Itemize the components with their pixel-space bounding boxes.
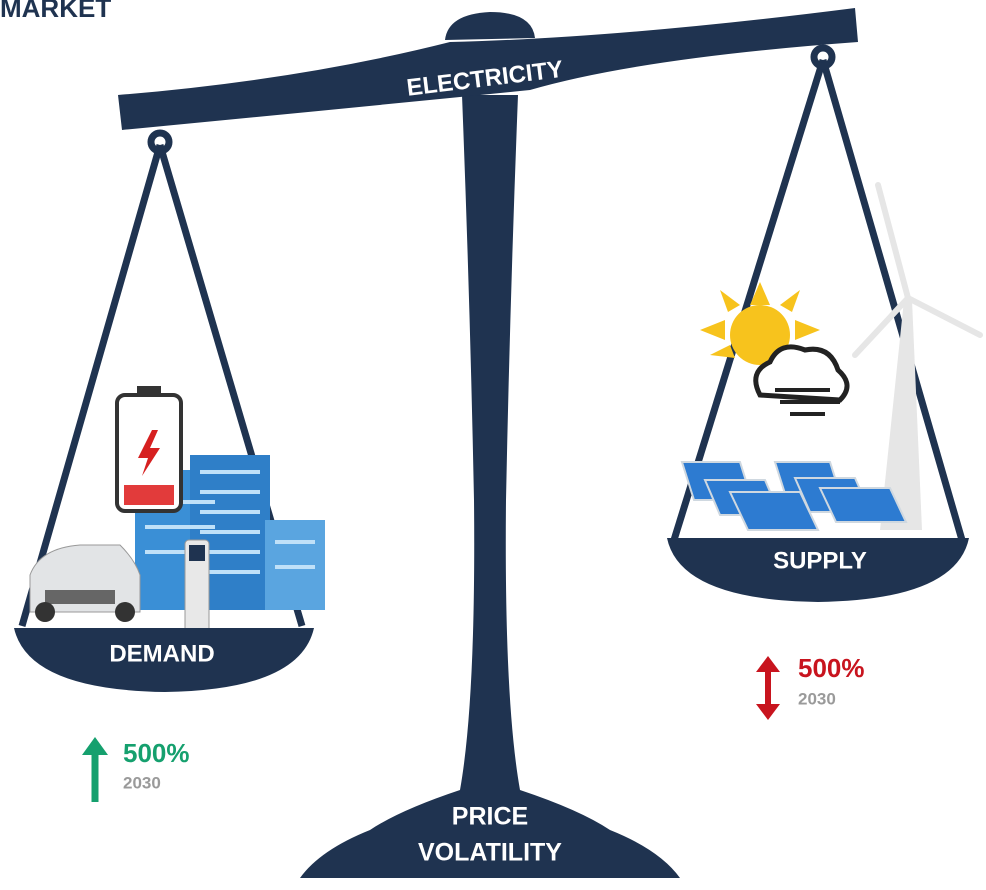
page-title: MARKET bbox=[0, 0, 111, 23]
beam-knob bbox=[445, 12, 535, 40]
double-arrow bbox=[756, 656, 780, 720]
demand-pan bbox=[14, 628, 314, 692]
scale-beam bbox=[118, 8, 858, 130]
demand-illustration bbox=[29, 386, 325, 633]
supply-year: 2030 bbox=[798, 689, 836, 708]
supply-pan bbox=[667, 538, 969, 602]
demand-label: DEMAND bbox=[109, 640, 214, 667]
supply-illustration bbox=[680, 182, 983, 531]
demand-change: 500% bbox=[123, 738, 190, 768]
base-label-line: PRICE bbox=[452, 803, 528, 831]
up-arrow bbox=[82, 737, 108, 802]
base-label-line: VOLATILITY bbox=[418, 839, 562, 867]
demand-year: 2030 bbox=[123, 773, 161, 792]
supply-change: 500% bbox=[798, 653, 865, 683]
supply-label: SUPPLY bbox=[773, 547, 867, 574]
scale-column bbox=[300, 95, 680, 878]
